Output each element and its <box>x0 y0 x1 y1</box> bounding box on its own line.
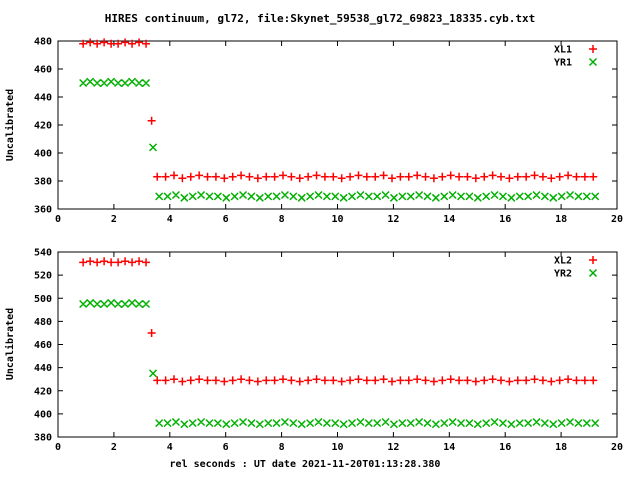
x-tick-label: 18 <box>555 214 567 225</box>
x-tick-label: 4 <box>167 442 173 453</box>
legend-cross-icon <box>588 268 598 278</box>
panel-top: Uncalibrated 0 2 4 6 8 10 12 14 16 18 20 360 380 400 4… <box>4 37 623 226</box>
x-tick-label: 12 <box>387 214 399 225</box>
y-tick-label: 480 <box>34 317 52 328</box>
panel-bottom: Uncalibrated 0 2 4 6 8 10 12 14 16 18 20 380 400 420 4… <box>4 248 623 454</box>
y-tick-label: 500 <box>34 294 52 305</box>
legend-cross-icon <box>588 57 598 67</box>
x-tick-label: 6 <box>223 442 229 453</box>
y-tick-label: 400 <box>34 409 52 420</box>
y-axis-label-top: Uncalibrated <box>4 89 16 161</box>
series-yr2-points <box>79 298 600 429</box>
x-tick-label: 14 <box>443 442 455 453</box>
series-xl2-points <box>79 257 598 386</box>
plot-border-top <box>57 40 618 210</box>
x-tick-label: 2 <box>111 214 117 225</box>
y-tick-label: 420 <box>34 386 52 397</box>
legend-plus-icon <box>589 256 597 264</box>
plot-border-bottom <box>57 251 618 438</box>
panel-bottom-generated: 0 2 4 6 8 10 12 14 16 18 20 380 400 420 440 460 480 500 52… <box>34 248 623 454</box>
y-tick-label: 440 <box>34 93 52 104</box>
series-xl1-points <box>79 38 598 183</box>
y-tick-label: 380 <box>34 177 52 188</box>
y-tick-label: 460 <box>34 340 52 351</box>
x-tick-label: 12 <box>387 442 399 453</box>
y-tick-label: 540 <box>34 248 52 259</box>
x-tick-label: 10 <box>331 442 343 453</box>
x-tick-label: 4 <box>167 214 173 225</box>
legend-bottom: XL2 YR2 <box>554 256 572 280</box>
y-tick-label: 380 <box>34 433 52 444</box>
x-tick-label: 16 <box>499 214 511 225</box>
x-tick-label: 16 <box>499 442 511 453</box>
legend-top: XL1 YR1 <box>554 45 572 69</box>
x-tick-label: 18 <box>555 442 567 453</box>
y-tick-label: 440 <box>34 363 52 374</box>
x-tick-label: 8 <box>279 214 285 225</box>
tick-marks <box>57 251 618 438</box>
legend-label-yr2: YR2 <box>554 269 572 280</box>
y-tick-label: 360 <box>34 205 52 216</box>
legend-plus-icon <box>589 45 597 53</box>
x-tick-label: 0 <box>55 442 61 453</box>
x-tick-label: 20 <box>611 442 623 453</box>
panel-top-generated: 0 2 4 6 8 10 12 14 16 18 20 360 380 400 420 440 460 480 <box>34 37 623 226</box>
y-tick-label: 480 <box>34 37 52 48</box>
x-tick-label: 20 <box>611 214 623 225</box>
chart-title: HIRES continuum, gl72, file:Skynet_59538… <box>105 12 535 25</box>
legend-label-xl1: XL1 <box>554 45 572 56</box>
y-tick-label: 520 <box>34 271 52 282</box>
y-tick-label: 460 <box>34 65 52 76</box>
legend-label-yr1: YR1 <box>554 58 572 69</box>
y-tick-label: 420 <box>34 121 52 132</box>
x-tick-label: 8 <box>279 442 285 453</box>
x-axis-label: rel seconds : UT date 2021-11-20T01:13:2… <box>170 459 441 470</box>
legend-label-xl2: XL2 <box>554 256 572 267</box>
x-tick-label: 6 <box>223 214 229 225</box>
y-tick-label: 400 <box>34 149 52 160</box>
x-tick-label: 10 <box>331 214 343 225</box>
y-axis-label-bottom: Uncalibrated <box>4 308 16 380</box>
tick-marks <box>57 40 618 210</box>
x-tick-label: 14 <box>443 214 455 225</box>
x-tick-label: 0 <box>55 214 61 225</box>
x-tick-label: 2 <box>111 442 117 453</box>
series-yr1-points <box>79 77 600 202</box>
